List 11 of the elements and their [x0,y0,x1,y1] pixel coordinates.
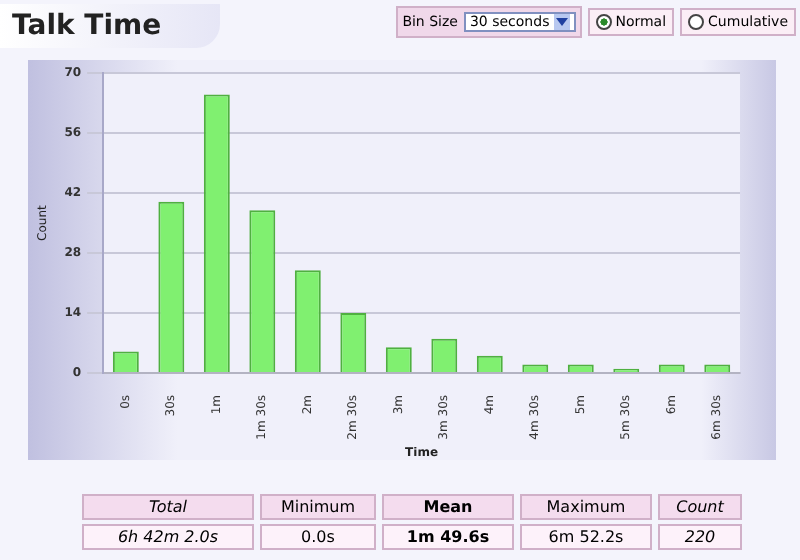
chart-title: Talk Time [12,10,162,42]
text: Minimum [260,494,376,520]
text: 6m 52.2s [520,524,652,550]
text: Count [658,494,742,520]
text: Mean [382,494,514,520]
text: 6h 42m 2.0s [82,524,254,550]
text: Maximum [520,494,652,520]
text: 220 [658,524,742,550]
text: 1m 49.6s [382,524,514,550]
text: 0.0s [260,524,376,550]
text: Total [82,494,254,520]
